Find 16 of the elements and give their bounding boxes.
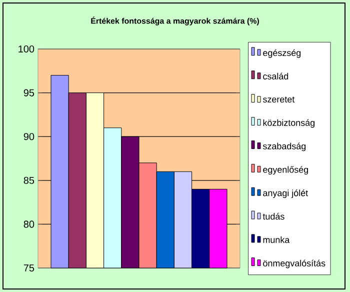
legend-label: munka — [263, 236, 290, 244]
y-tick-label: 85 — [24, 176, 34, 184]
legend-label: közbiztonság — [263, 119, 314, 128]
legend-label: anyagi jólét — [263, 190, 308, 198]
y-tick-label: 80 — [24, 220, 34, 228]
y-tick-label: 75 — [24, 264, 34, 272]
y-tick-label: 95 — [24, 89, 34, 96]
legend-label: egészség — [263, 49, 301, 58]
legend-label: szabadság — [262, 142, 306, 152]
legend-label: önmegvalósítás — [263, 260, 326, 268]
y-tick-label: 100 — [18, 45, 34, 53]
legend-label: egyenlőség — [263, 166, 308, 175]
legend-label: család — [263, 72, 288, 80]
y-tick-label: 90 — [24, 133, 34, 140]
legend-label: tudás — [262, 212, 284, 220]
legend-label: szeretet — [262, 96, 295, 102]
